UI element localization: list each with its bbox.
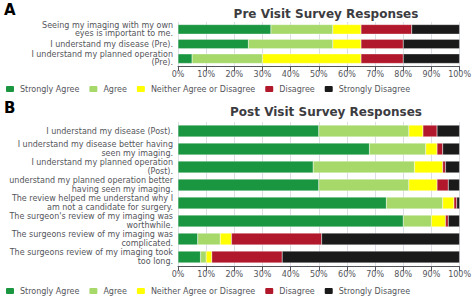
svg-text:am not a candidate for surgery: am not a candidate for surgery. bbox=[47, 203, 173, 212]
svg-text:60%: 60% bbox=[338, 270, 356, 279]
svg-text:0%: 0% bbox=[172, 70, 185, 79]
svg-text:20%: 20% bbox=[225, 70, 243, 79]
svg-text:The surgeons review of my imag: The surgeons review of my imaging took bbox=[9, 248, 173, 258]
svg-text:70%: 70% bbox=[366, 70, 384, 79]
svg-text:100%: 100% bbox=[448, 70, 471, 79]
svg-text:30%: 30% bbox=[254, 70, 272, 79]
svg-text:worthwhile.: worthwhile. bbox=[127, 221, 173, 230]
svg-text:The review helped me understan: The review helped me understand why I bbox=[11, 194, 173, 204]
svg-text:Strongly Agree: Strongly Agree bbox=[20, 287, 79, 296]
svg-text:70%: 70% bbox=[366, 270, 384, 279]
svg-text:A: A bbox=[4, 1, 16, 19]
svg-text:80%: 80% bbox=[394, 70, 412, 79]
svg-text:10%: 10% bbox=[197, 70, 215, 79]
svg-text:(Post).: (Post). bbox=[147, 167, 173, 176]
svg-text:50%: 50% bbox=[310, 70, 328, 79]
svg-text:seen my imaging.: seen my imaging. bbox=[101, 149, 173, 158]
svg-text:Neither Agree or Disagree: Neither Agree or Disagree bbox=[151, 85, 255, 94]
svg-text:Agree: Agree bbox=[103, 85, 127, 94]
svg-text:Post Visit Survey Responses: Post Visit Survey Responses bbox=[230, 105, 422, 119]
svg-text:I understand my planned operat: I understand my planned operation bbox=[31, 158, 173, 168]
svg-text:I understand my disease (Post): I understand my disease (Post). bbox=[46, 127, 173, 136]
svg-text:understand my planned operatio: understand my planned operation better bbox=[9, 176, 173, 186]
svg-text:30%: 30% bbox=[254, 270, 272, 279]
svg-text:Disagree: Disagree bbox=[279, 287, 315, 296]
svg-text:Strongly Agree: Strongly Agree bbox=[20, 85, 79, 94]
svg-text:90%: 90% bbox=[423, 70, 441, 79]
svg-text:Strongly Disagree: Strongly Disagree bbox=[339, 85, 410, 94]
svg-text:40%: 40% bbox=[282, 270, 300, 279]
svg-text:20%: 20% bbox=[225, 270, 243, 279]
svg-text:Neither Agree or Disagree: Neither Agree or Disagree bbox=[151, 287, 255, 296]
svg-text:90%: 90% bbox=[423, 270, 441, 279]
svg-text:10%: 10% bbox=[197, 270, 215, 279]
svg-text:having seen my imaging.: having seen my imaging. bbox=[72, 185, 173, 194]
svg-text:Agree: Agree bbox=[103, 287, 127, 296]
svg-text:Strongly Disagree: Strongly Disagree bbox=[339, 287, 410, 296]
svg-text:The surgeons review of my imag: The surgeons review of my imaging was bbox=[11, 230, 173, 240]
svg-text:Pre Visit Survey Responses: Pre Visit Survey Responses bbox=[234, 7, 419, 21]
svg-text:0%: 0% bbox=[172, 270, 185, 279]
svg-text:complicated.: complicated. bbox=[121, 239, 173, 248]
svg-text:too long.: too long. bbox=[138, 257, 173, 266]
svg-text:50%: 50% bbox=[310, 270, 328, 279]
svg-text:I understand my planned operat: I understand my planned operation bbox=[31, 49, 173, 59]
svg-text:I understand my disease better: I understand my disease better having bbox=[17, 140, 173, 150]
svg-text:Disagree: Disagree bbox=[279, 85, 315, 94]
svg-text:eyes is important to me.: eyes is important to me. bbox=[75, 29, 173, 38]
svg-text:I understand my disease (Pre).: I understand my disease (Pre). bbox=[50, 40, 173, 49]
svg-text:Seeing my imaging with my own: Seeing my imaging with my own bbox=[42, 20, 173, 30]
svg-text:60%: 60% bbox=[338, 70, 356, 79]
svg-text:40%: 40% bbox=[282, 70, 300, 79]
svg-text:100%: 100% bbox=[448, 270, 471, 279]
svg-text:The surgeon's review of my ima: The surgeon's review of my imaging was bbox=[9, 212, 173, 222]
svg-text:(Pre).: (Pre). bbox=[151, 58, 173, 67]
svg-text:B: B bbox=[4, 99, 15, 117]
svg-text:80%: 80% bbox=[394, 270, 412, 279]
